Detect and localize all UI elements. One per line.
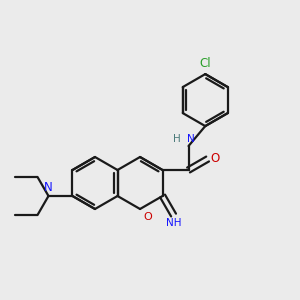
Text: O: O (143, 212, 152, 222)
Text: O: O (211, 152, 220, 166)
Text: N: N (187, 134, 194, 144)
Text: NH: NH (166, 218, 181, 228)
Text: H: H (173, 134, 181, 144)
Text: N: N (44, 181, 53, 194)
Text: Cl: Cl (200, 57, 211, 70)
